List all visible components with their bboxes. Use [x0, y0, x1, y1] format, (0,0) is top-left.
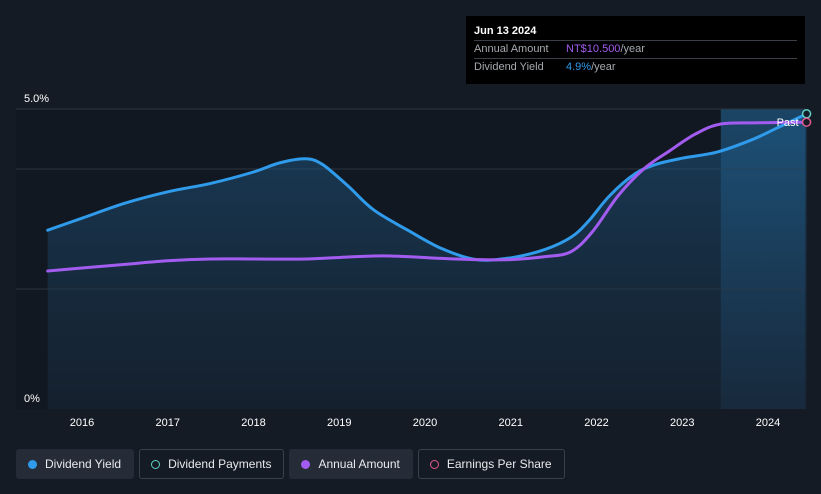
tooltip-dividend-yield-unit: /year — [591, 61, 616, 73]
x-tick-label-2022: 2022 — [584, 417, 608, 429]
legend-annual-amount-dot — [301, 459, 311, 469]
x-tick-label-2023: 2023 — [670, 417, 694, 429]
y-tick-label-0: 0% — [24, 393, 40, 405]
dividend-yield-end-marker — [801, 109, 812, 119]
chart-legend: Dividend Yield Dividend Payments Annual … — [16, 449, 565, 479]
tooltip-date: Jun 13 2024 — [474, 25, 537, 37]
dividend-yield-area — [47, 113, 807, 410]
dividend-yield-line — [46, 112, 809, 262]
legend-dividend-payments-label: Dividend Payments — [168, 457, 272, 471]
annual-amount-end-marker — [801, 117, 812, 127]
legend-earnings-per-share-dot — [429, 459, 439, 469]
tooltip-annual-amount-value: NT$10.500 — [566, 43, 621, 55]
tooltip-annual-amount-label: Annual Amount — [474, 43, 549, 55]
x-tick-label-2016: 2016 — [70, 417, 94, 429]
legend-dividend-yield[interactable]: Dividend Yield — [16, 449, 135, 479]
legend-earnings-per-share[interactable]: Earnings Per Share — [417, 449, 565, 479]
tooltip-dividend-yield-label: Dividend Yield — [474, 61, 544, 73]
x-tick-label-2021: 2021 — [499, 417, 523, 429]
x-tick-label-2020: 2020 — [413, 417, 437, 429]
tooltip-dividend-yield-value: 4.9% — [566, 61, 592, 73]
legend-earnings-per-share-label: Earnings Per Share — [446, 457, 552, 471]
x-tick-label-2024: 2024 — [756, 417, 780, 429]
tooltip-annual-amount-row: Annual Amount NT$10.500/year — [474, 40, 797, 58]
x-tick-label-2017: 2017 — [156, 417, 180, 429]
tooltip-annual-amount-unit: /year — [620, 43, 645, 55]
legend-dividend-yield-dot — [28, 459, 37, 469]
legend-dividend-payments[interactable]: Dividend Payments — [139, 449, 285, 479]
tooltip-dividend-yield-row: Dividend Yield 4.9%/year — [474, 58, 797, 76]
x-tick-label-2019: 2019 — [327, 417, 351, 429]
legend-dividend-yield-label: Dividend Yield — [45, 457, 122, 471]
legend-dividend-payments-dot — [151, 459, 161, 469]
tooltip-panel: Jun 13 2024 Annual Amount NT$10.500/year… — [466, 16, 805, 84]
x-tick-label-2018: 2018 — [241, 417, 265, 429]
past-label: Past — [777, 117, 799, 129]
annual-amount-line — [46, 120, 809, 273]
y-tick-label-1: 5.0% — [24, 93, 49, 105]
legend-annual-amount[interactable]: Annual Amount — [289, 449, 413, 479]
legend-annual-amount-label: Annual Amount — [318, 457, 400, 471]
